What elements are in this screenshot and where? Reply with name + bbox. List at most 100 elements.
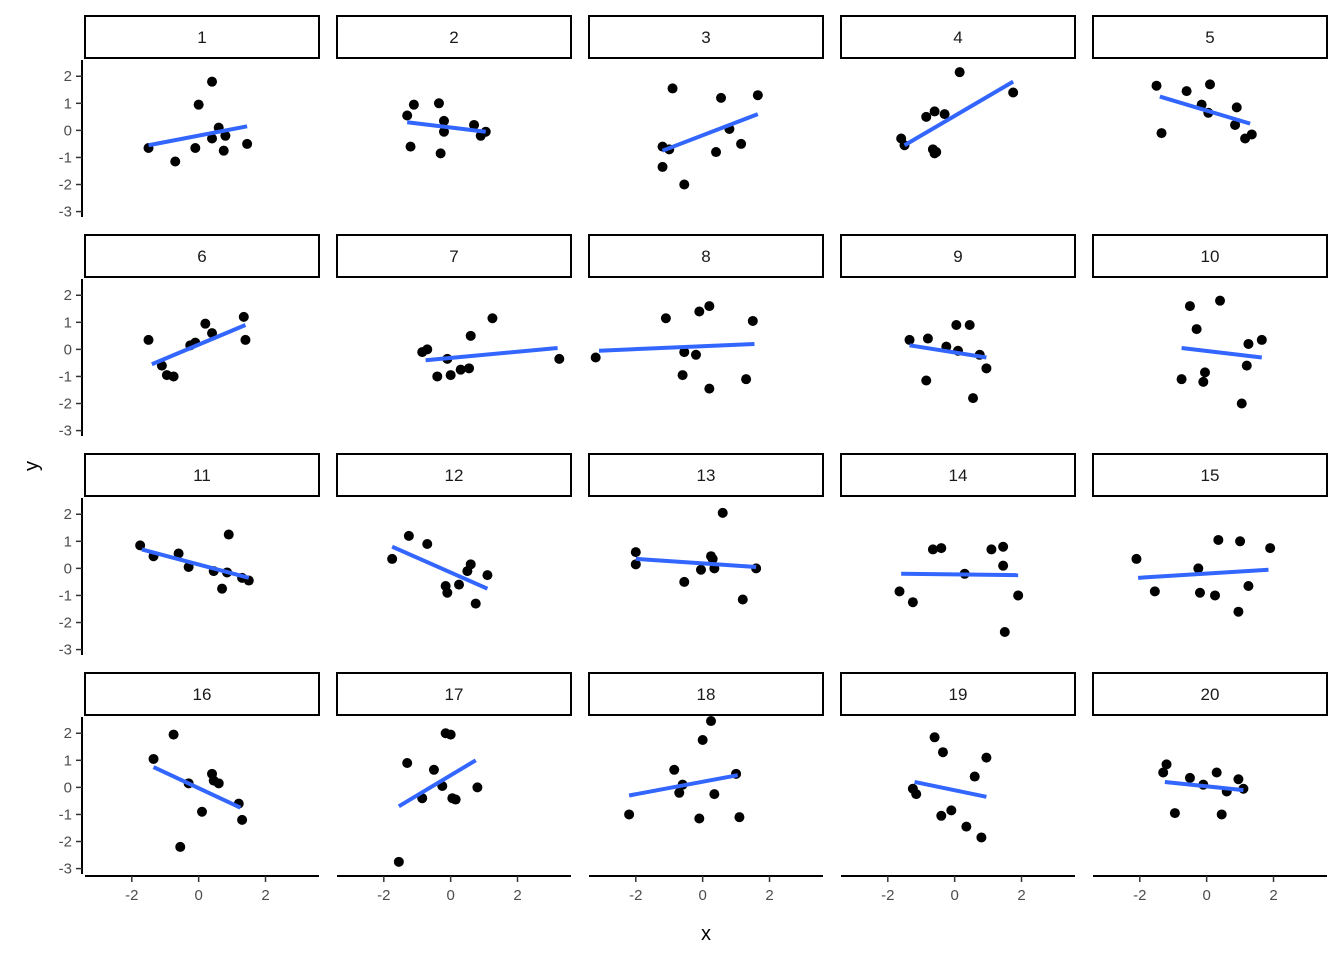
facet-panel: 17 -2 0 2 [336,672,572,904]
data-point [207,76,218,87]
y-tick-label: 1 [64,95,72,112]
facet-panel: 2 [336,15,572,159]
facet-panel: 12 [336,453,572,609]
data-point [237,814,248,825]
data-point [148,753,159,764]
data-point [976,832,987,843]
data-point [1210,590,1221,601]
data-point [1013,590,1024,601]
facet-strip-label: 8 [701,247,710,266]
facet-strip [336,672,572,716]
facet-strip [84,15,320,59]
fit-line [661,112,759,153]
fit-line [914,780,987,799]
data-point [946,805,957,816]
data-point [695,564,706,575]
facet-strip-label: 9 [953,247,962,266]
facet-panel: 4 [840,15,1076,159]
data-point [1215,295,1226,306]
data-point [193,99,204,110]
fit-line [1138,567,1269,580]
x-tick-label: 0 [698,887,706,904]
data-point [190,142,201,153]
facet-panel: 10 [1092,234,1328,409]
data-point [1158,767,1169,778]
facet-panel: 8 [588,234,824,394]
data-point [1243,338,1254,349]
data-point [694,306,705,317]
data-point [170,156,181,167]
data-point [1230,119,1241,130]
data-point [986,544,997,555]
data-point [998,541,1009,552]
y-tick-label: -1 [59,368,72,385]
y-axis-title: y [21,461,43,471]
data-point [402,758,413,769]
fit-line [397,758,477,809]
data-point [445,729,456,740]
data-point [393,856,404,867]
y-tick-label: -2 [59,396,72,413]
data-point [954,67,965,78]
data-point [445,370,456,381]
facet-strip-label: 15 [1201,466,1220,485]
data-point [1156,128,1167,139]
data-point [939,109,950,120]
data-point [677,370,688,381]
data-point [175,841,186,852]
x-tick-label: 0 [194,887,202,904]
y-tick-label: 2 [64,68,72,85]
data-point [207,133,218,144]
facet-strip-label: 3 [701,28,710,47]
data-point [408,99,419,110]
facet-strip [588,453,824,497]
data-point [667,83,678,94]
y-tick-label: 2 [64,725,72,742]
facet-panel: 16 -3 -2 -1 0 1 2 -2 0 2 [59,672,320,904]
facet-strip [336,234,572,278]
data-point [442,587,453,598]
facet-panel: 1 -3 -2 -1 0 1 2 [59,15,320,221]
data-point [929,732,940,743]
facet-strip [1092,453,1328,497]
facet-strip [840,672,1076,716]
data-point [405,141,416,152]
data-point [679,576,690,587]
facet-strip-label: 16 [193,685,212,704]
data-point [747,315,758,326]
data-point [660,313,671,324]
data-point [697,735,708,746]
data-point [630,547,641,558]
data-point [1233,606,1244,617]
data-point [455,364,466,375]
data-point [1184,301,1195,312]
data-point [1231,102,1242,113]
data-point [904,334,915,345]
y-tick-label: -1 [59,806,72,823]
y-tick-label: -2 [59,177,72,194]
fit-line [425,346,558,363]
facet-strip-label: 11 [193,466,211,485]
x-tick-label: 0 [1202,887,1210,904]
data-point [951,320,962,331]
data-point [921,111,932,122]
facet-strip-label: 14 [949,466,968,485]
data-point [1151,80,1162,91]
fit-line [148,124,248,148]
data-point [927,544,938,555]
data-point [736,138,747,149]
data-point [1194,587,1205,598]
facet-strip-label: 13 [697,466,716,485]
data-point [674,787,685,798]
data-point [1236,398,1247,409]
fit-line [628,773,739,798]
data-point [690,349,701,360]
y-tick-label: 1 [64,314,72,331]
data-point [422,344,433,355]
x-tick-label: -2 [629,887,642,904]
data-point [1131,553,1142,564]
data-point [435,148,446,159]
fit-line [909,343,987,360]
fit-line [406,120,486,134]
